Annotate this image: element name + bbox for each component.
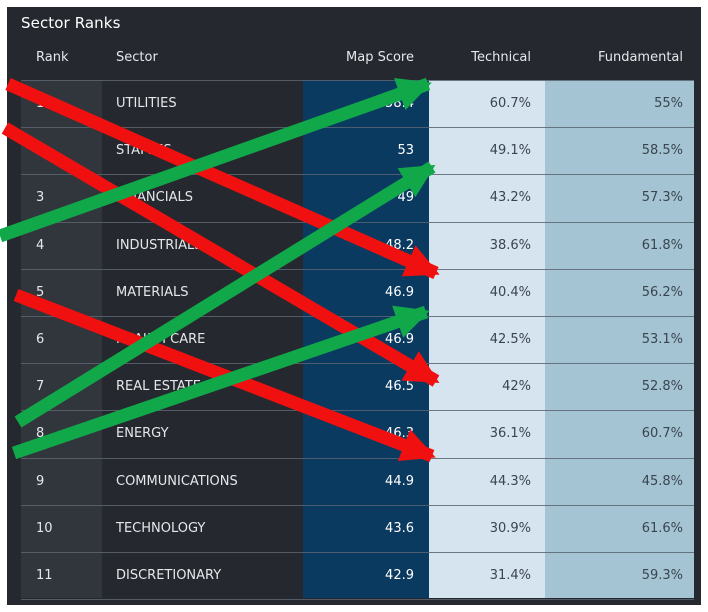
table-row[interactable]: 5 MATERIALS 46.9 40.4% 56.2% [7,269,701,316]
technical-cell: 30.9% [489,520,531,536]
row-divider [21,221,694,223]
fundamental-cell: 45.8% [641,473,683,489]
technical-cell: 60.7% [489,96,531,111]
rank-cell: 7 [36,379,45,395]
fundamental-cell: 60.7% [641,426,683,442]
fundamental-cell: 57.3% [641,190,683,206]
technical-cell: 40.4% [489,284,531,300]
row-divider [21,80,694,81]
technical-column-bg [429,80,545,598]
fundamental-cell: 55% [654,96,683,111]
rank-cell: 6 [36,332,45,347]
row-divider [21,316,694,317]
sector-cell: UTILITIES [116,96,177,111]
row-divider [21,504,694,506]
panel-title: Sector Ranks [21,14,121,32]
sector-cell: COMMUNICATIONS [116,473,238,489]
technical-cell: 36.1% [489,426,531,442]
header-technical[interactable]: Technical [471,50,531,65]
technical-cell: 44.3% [489,473,531,489]
fundamental-cell: 58.5% [641,143,683,159]
fundamental-cell: 53.1% [641,332,683,347]
header-rank[interactable]: Rank [36,50,69,65]
fundamental-cell: 52.8% [641,379,683,395]
green-arrow-1 [0,77,432,243]
table-row[interactable]: 10 TECHNOLOGY 43.6 30.9% 61.6% [7,505,701,552]
fundamental-cell: 59.3% [641,568,683,583]
header-sector[interactable]: Sector [116,50,158,65]
green-arrow-3 [11,305,430,460]
technical-cell: 42% [502,379,531,395]
technical-cell: 42.5% [489,332,531,347]
technical-cell: 43.2% [489,190,531,206]
red-arrow-2 [1,122,440,387]
rank-cell: 8 [36,426,45,442]
sector-cell: DISCRETIONARY [116,568,222,583]
header-map-score[interactable]: Map Score [346,50,414,65]
sector-cell: ENERGY [116,426,169,442]
red-arrow-1 [5,78,440,279]
fundamental-column-bg [545,80,694,598]
map-score-cell: 42.9 [385,568,414,583]
rank-cell: 5 [36,284,45,300]
row-divider [21,552,694,553]
technical-cell: 31.4% [489,568,531,583]
map-score-cell: 53 [397,143,414,159]
rank-cell: 9 [36,473,45,489]
sector-cell: MATERIALS [116,284,189,300]
rank-cell: 3 [36,190,45,206]
table-row[interactable]: 11 DISCRETIONARY 42.9 31.4% 59.3% [7,552,701,599]
map-score-cell: 44.9 [385,473,414,489]
fundamental-cell: 56.2% [641,284,683,300]
sector-cell: INDUSTRIALS [116,237,203,253]
row-divider [21,363,694,365]
row-divider [21,410,694,412]
fundamental-cell: 61.8% [641,237,683,253]
map-score-cell: 43.6 [385,520,414,536]
row-divider [21,127,694,129]
rank-cell: 10 [36,520,53,536]
table-row[interactable]: 9 COMMUNICATIONS 44.9 44.3% 45.8% [7,458,701,505]
fundamental-cell: 61.6% [641,520,683,536]
row-divider [21,457,694,459]
rank-cell: 11 [36,568,53,583]
sector-cell: TECHNOLOGY [116,520,206,536]
header-fundamental[interactable]: Fundamental [597,50,683,65]
row-divider [21,268,694,270]
technical-cell: 38.6% [489,237,531,253]
map-score-cell: 46.9 [385,284,414,300]
rank-cell: 4 [36,237,45,253]
technical-cell: 49.1% [489,143,531,159]
row-divider [21,599,694,601]
table-row[interactable]: 7 REAL ESTATE 46.5 42% 52.8% [7,363,701,410]
row-divider [21,174,694,176]
green-arrow-2 [14,161,436,428]
